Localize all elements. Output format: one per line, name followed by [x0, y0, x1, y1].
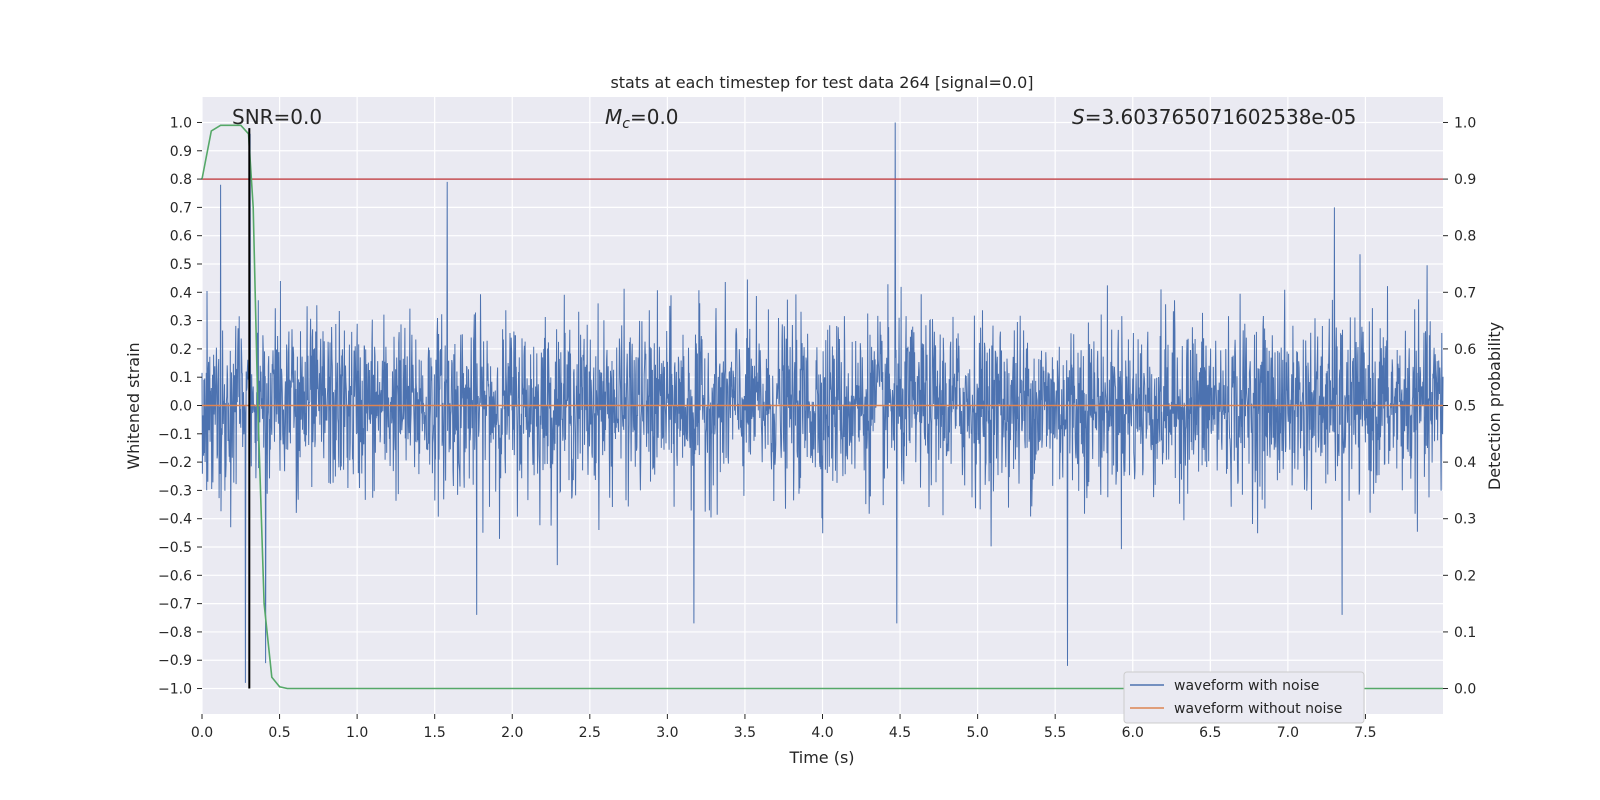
noise-series-line [201, 122, 1444, 683]
y-left-tick-label: 0.0 [170, 399, 192, 415]
chart-title: stats at each timestep for test data 264… [610, 73, 1033, 92]
x-tick-label: 4.5 [889, 725, 911, 741]
y-left-tick-label: −0.5 [158, 540, 192, 556]
x-tick-label: 1.5 [424, 725, 446, 741]
overlays [201, 124, 1443, 690]
s-annotation: S=3.603765071602538e-05 [1072, 105, 1356, 129]
y-axis-left: 1.0 0.9 0.8 0.7 0.6 0.5 0.4 0.3 0.2 0.1 0.0 −0.1 −0.… [158, 115, 202, 698]
x-tick-label: 4.0 [811, 725, 833, 741]
legend: waveform with noise waveform without noi… [1123, 671, 1365, 724]
noise-waveform [201, 122, 1444, 683]
y-left-tick-label: −1.0 [158, 682, 192, 698]
y-left-tick-label: −0.2 [158, 455, 192, 471]
y-axis-right: 1.0 0.9 0.8 0.7 0.6 0.5 0.4 0.3 0.2 0.1 0.0 [1443, 115, 1476, 698]
y-left-tick-label: −0.9 [158, 653, 192, 669]
probability-series-line [201, 124, 1443, 690]
x-tick-label: 0.0 [191, 725, 213, 741]
y-left-tick-label: −0.8 [158, 625, 192, 641]
y-right-tick-label: 0.9 [1454, 172, 1476, 188]
x-tick-label: 7.0 [1277, 725, 1299, 741]
x-tick-label: 5.5 [1044, 725, 1066, 741]
s-symbol: S [1072, 105, 1085, 129]
x-tick-label: 0.5 [268, 725, 290, 741]
mc-value: =0.0 [630, 105, 679, 129]
x-tick-label: 3.5 [734, 725, 756, 741]
y-left-tick-label: 0.8 [170, 172, 192, 188]
x-tick-label: 1.0 [346, 725, 368, 741]
x-tick-label: 6.5 [1199, 725, 1221, 741]
y-right-tick-label: 0.7 [1454, 285, 1476, 301]
mc-subscript: c [622, 116, 630, 132]
legend-label-noise: waveform with noise [1174, 678, 1319, 694]
y-left-tick-label: 0.3 [170, 314, 192, 330]
mc-annotation: Mc=0.0 [605, 105, 679, 132]
y-right-tick-label: 0.1 [1454, 625, 1476, 641]
x-tick-label: 5.0 [966, 725, 988, 741]
y-left-tick-label: 0.9 [170, 144, 192, 160]
y-left-tick-label: −0.6 [158, 568, 192, 584]
x-axis-label: Time (s) [788, 748, 854, 767]
y-left-tick-label: 0.7 [170, 200, 192, 216]
y-right-tick-label: 0.3 [1454, 512, 1476, 528]
y-left-tick-label: 0.5 [170, 257, 192, 273]
y-right-tick-label: 0.5 [1454, 399, 1476, 415]
y-right-tick-label: 1.0 [1454, 115, 1476, 131]
y-right-tick-label: 0.0 [1454, 682, 1476, 698]
x-tick-label: 2.5 [579, 725, 601, 741]
y-left-tick-label: 0.1 [170, 370, 192, 386]
s-value: =3.603765071602538e-05 [1085, 105, 1357, 129]
y-right-tick-label: 0.8 [1454, 229, 1476, 245]
x-tick-label: 3.0 [656, 725, 678, 741]
y-left-tick-label: 0.2 [170, 342, 192, 358]
y-left-tick-label: 0.4 [170, 285, 192, 301]
y-right-tick-label: 0.4 [1454, 455, 1476, 471]
y-left-tick-label: −0.4 [158, 512, 192, 528]
legend-box [1123, 671, 1365, 724]
legend-label-clean: waveform without noise [1174, 701, 1342, 717]
y-left-tick-label: −0.3 [158, 483, 192, 499]
x-tick-label: 6.0 [1122, 725, 1144, 741]
x-tick-label: 7.5 [1354, 725, 1376, 741]
y-left-tick-label: −0.7 [158, 597, 192, 613]
x-axis: 0.0 0.5 1.0 1.5 2.0 2.5 3.0 3.5 4.0 4.5 5.0 5.5 6.0 6… [191, 714, 1377, 741]
snr-annotation: SNR=0.0 [232, 105, 322, 129]
y-left-tick-label: 1.0 [170, 115, 192, 131]
mc-symbol: M [605, 105, 622, 129]
y-right-tick-label: 0.2 [1454, 568, 1476, 584]
y-axis-right-label: Detection probability [1485, 322, 1504, 490]
y-left-tick-label: −0.1 [158, 427, 192, 443]
x-tick-label: 2.0 [501, 725, 523, 741]
y-axis-left-label: Whitened strain [124, 342, 143, 469]
y-left-tick-label: 0.6 [170, 229, 192, 245]
y-right-tick-label: 0.6 [1454, 342, 1476, 358]
